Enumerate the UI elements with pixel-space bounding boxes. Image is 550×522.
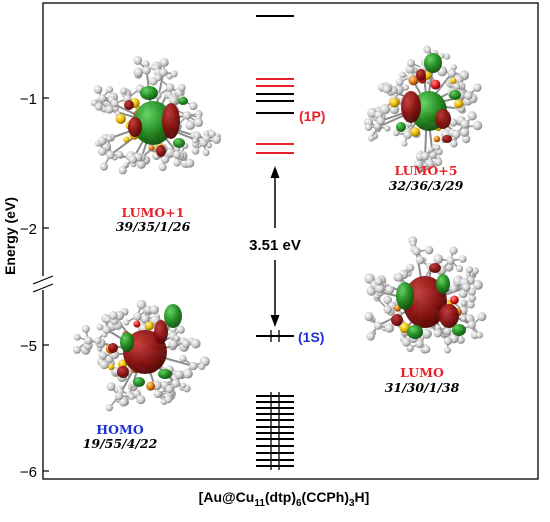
orbital-image-lumo-plus-5 [363,45,483,173]
y-ticks [43,97,49,472]
gap-arrow [270,166,280,327]
lumo-plus-1-composition: 39/35/1/26 [116,219,191,234]
occupied-levels [256,392,294,470]
lumo-plus-5-composition: 32/36/3/29 [389,178,464,193]
compound-formula: [Au@Cu11(dtp)6(CCPh)3H] [199,489,370,509]
lumo-label: LUMO [400,365,444,380]
y-tick-label-minus6: −6 [20,464,37,481]
plot-frame [42,2,539,480]
lumo-plus-5-label: LUMO+5 [395,163,458,178]
y-tick-label-minus1: −1 [20,91,37,108]
p-levels [256,78,294,154]
p-level-label: (1P) [299,108,325,124]
s-level [256,330,294,342]
y-tick-label-minus5: −5 [20,338,37,355]
axis-break [32,275,54,293]
orbital-image-homo [72,299,210,412]
gap-label: 3.51 eV [249,237,301,254]
y-tick-label-minus2: −2 [20,221,37,238]
y-axis-label: Energy (eV) [2,197,18,275]
homo-label: HOMO [96,422,144,437]
homo-composition: 19/55/4/22 [83,436,158,451]
s-level-label: (1S) [298,329,324,345]
orbital-image-lumo [364,236,487,354]
lumo-plus-1-label: LUMO+1 [122,205,185,220]
orbital-image-lumo-plus-1 [90,56,221,175]
lumo-composition: 31/30/1/38 [385,380,460,395]
